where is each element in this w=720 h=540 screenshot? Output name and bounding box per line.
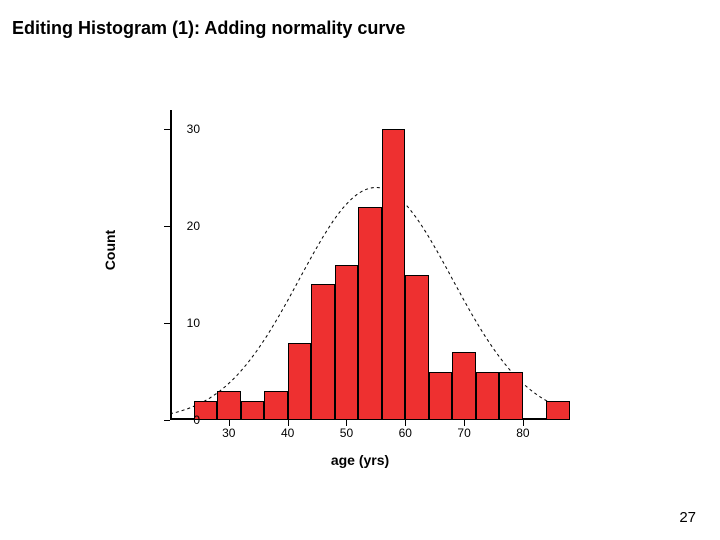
histogram-bar — [288, 343, 312, 421]
y-tick-label: 0 — [160, 413, 200, 427]
histogram-bar — [546, 401, 570, 420]
histogram-bar — [476, 372, 500, 420]
histogram-bar — [311, 284, 335, 420]
histogram-bar — [382, 129, 406, 420]
x-tick-label: 40 — [273, 426, 303, 440]
y-axis-title: Count — [102, 230, 118, 270]
x-axis-title: age (yrs) — [110, 452, 610, 468]
x-tick-label: 60 — [390, 426, 420, 440]
y-tick-label: 10 — [160, 316, 200, 330]
y-tick-label: 30 — [160, 122, 200, 136]
histogram-bar — [264, 391, 288, 420]
histogram-bar — [241, 401, 265, 420]
plot-area — [170, 110, 570, 420]
histogram-bar — [358, 207, 382, 420]
page-number: 27 — [679, 509, 696, 526]
histogram-bar — [217, 391, 241, 420]
y-axis-line — [170, 110, 172, 420]
y-tick-label: 20 — [160, 219, 200, 233]
histogram-bar — [452, 352, 476, 420]
histogram-bar — [405, 275, 429, 420]
histogram-bar — [499, 372, 523, 420]
x-tick-label: 50 — [331, 426, 361, 440]
histogram-bar — [429, 372, 453, 420]
x-tick-label: 70 — [449, 426, 479, 440]
slide: Editing Histogram (1): Adding normality … — [0, 0, 720, 540]
histogram-bar — [335, 265, 359, 420]
x-tick-label: 30 — [214, 426, 244, 440]
slide-title: Editing Histogram (1): Adding normality … — [12, 18, 405, 39]
x-tick-label: 80 — [508, 426, 538, 440]
histogram-chart: Count age (yrs) 3040506070800102030 — [110, 100, 610, 500]
